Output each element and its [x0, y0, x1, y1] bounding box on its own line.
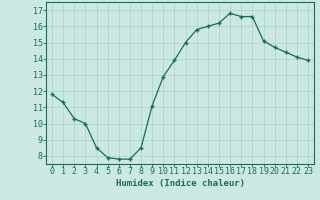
X-axis label: Humidex (Indice chaleur): Humidex (Indice chaleur) — [116, 179, 244, 188]
